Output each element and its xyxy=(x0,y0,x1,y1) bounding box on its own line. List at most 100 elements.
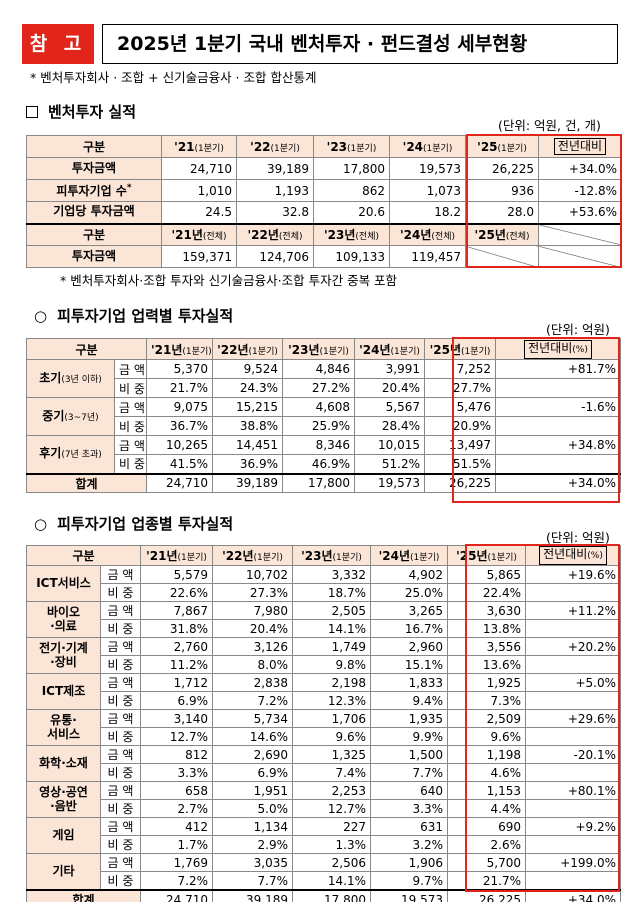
circle-bullet-icon: ○ xyxy=(34,307,48,325)
section1-note: * 벤처투자회사·조합 투자와 신기술금융사·조합 투자간 중복 포함 xyxy=(60,273,398,288)
amount-label: 금 액 xyxy=(100,853,141,872)
amount-cell: 1,906 xyxy=(370,853,448,872)
section3-unit: (단위: 억원) xyxy=(546,530,610,545)
value-cell: 1,193 xyxy=(236,179,314,202)
yoy-label: 전년대비(%) xyxy=(524,339,592,359)
year-label: '21년 xyxy=(151,342,183,357)
square-bullet-icon xyxy=(26,106,38,118)
year-header: '21년(전체) xyxy=(161,222,237,246)
year-label: '25 xyxy=(477,139,498,154)
share-cell: 24.3% xyxy=(212,378,283,398)
total-cell: 19,573 xyxy=(370,889,448,902)
share-cell: 7.4% xyxy=(292,763,371,782)
share-label: 비 중 xyxy=(100,619,141,638)
group-label-line2: 서비스 xyxy=(46,726,81,741)
share-cell: 14.1% xyxy=(292,871,371,891)
yoy-header: 전년대비(%) xyxy=(525,545,621,566)
share-label: 비 중 xyxy=(100,763,141,782)
share-cell: 31.8% xyxy=(140,619,213,638)
group-label-sub: (7년 초과) xyxy=(61,450,102,461)
total-cell: 39,189 xyxy=(212,472,283,493)
period-label: (1분기) xyxy=(461,346,491,357)
value-cell: 119,457 xyxy=(389,245,466,268)
yoy-cell: +80.1% xyxy=(525,781,621,800)
group-label-line1: 화학·소재 xyxy=(39,755,88,770)
share-cell: 12.3% xyxy=(292,691,371,710)
year-header: '25(1분기) xyxy=(465,135,539,158)
group-label-line2: ·음반 xyxy=(50,798,77,813)
share-label: 비 중 xyxy=(100,583,141,602)
table-header-row: 구분 '21(1분기) '22(1분기) '23(1분기) '24(1분기) '25(1분… xyxy=(26,135,622,158)
table-row: ICT제조 금 액 1,712 2,838 2,198 1,833 1,925 +5.0% xyxy=(26,673,621,710)
amount-cell: 3,126 xyxy=(212,637,293,656)
share-cell: 28.4% xyxy=(354,416,425,436)
total-cell: 17,800 xyxy=(282,472,355,493)
amount-cell: 5,370 xyxy=(146,359,213,379)
share-cell: 20.4% xyxy=(354,378,425,398)
year-label: '23 xyxy=(326,139,348,154)
section1-heading: 벤처투자 실적 xyxy=(26,101,136,122)
total-cell: 24,710 xyxy=(140,889,213,902)
table-row: 비 중 21.7% 24.3% 27.2% 20.4% 27.7% xyxy=(27,378,621,398)
year-header: '21년(1분기) xyxy=(140,545,213,566)
value-cell: 159,371 xyxy=(161,245,237,268)
share-cell: 15.1% xyxy=(370,655,448,674)
share-cell: 22.6% xyxy=(140,583,213,602)
share-label: 비 중 xyxy=(114,454,147,474)
group-label-line1: 유통· xyxy=(50,712,77,727)
circle-bullet-icon: ○ xyxy=(34,515,48,533)
table-row: ICT서비스 금 액 5,579 10,702 3,332 4,902 5,865 +19.6… xyxy=(26,565,621,602)
share-cell: 1.7% xyxy=(140,835,213,854)
yoy-text: 전년대비 xyxy=(528,340,573,355)
share-cell: 9.7% xyxy=(370,871,448,891)
share-cell: 14.6% xyxy=(212,727,293,746)
yoy-cell: +199.0% xyxy=(525,853,621,872)
period-label: (1분기) xyxy=(194,143,224,154)
share-cell: 8.0% xyxy=(212,655,293,674)
amount-cell: 5,567 xyxy=(354,397,425,417)
row-label-text: 피투자기업 수 xyxy=(56,183,127,198)
total-yoy-cell: +34.0% xyxy=(495,472,621,493)
value-cell: 39,189 xyxy=(236,157,314,180)
group-label: 후기(7년 초과) xyxy=(26,435,115,474)
amount-label: 금 액 xyxy=(100,817,141,836)
amount-cell: 658 xyxy=(140,781,213,800)
section2-unit: (단위: 억원) xyxy=(546,322,610,337)
value-cell: 24,710 xyxy=(161,157,237,180)
value-cell: 20.6 xyxy=(313,201,390,224)
share-cell: 20.4% xyxy=(212,619,293,638)
total-cell: 39,189 xyxy=(212,889,293,902)
yoy-cell: +29.6% xyxy=(525,709,621,728)
period-label: (1분기) xyxy=(410,553,440,563)
year-label: '24년 xyxy=(359,342,391,357)
table-row: 바이오 ·의료 금 액 7,867 7,980 2,505 3,265 3,630 +11.2% xyxy=(26,601,621,638)
share-label: 비 중 xyxy=(100,727,141,746)
yoy-text: 전년대비 xyxy=(543,547,588,561)
amount-cell: 7,980 xyxy=(212,601,293,620)
share-cell: 18.7% xyxy=(292,583,371,602)
yoy-cell: +19.6% xyxy=(525,565,621,584)
group-label-line1: ICT제조 xyxy=(41,683,86,698)
table-row: 비 중 22.6% 27.3% 18.7% 25.0% 22.4% xyxy=(27,583,621,602)
group-label: 화학·소재 xyxy=(26,745,101,782)
yoy-label: 전년대비(%) xyxy=(539,546,607,565)
share-cell: 7.7% xyxy=(212,871,293,891)
year-label: '24년 xyxy=(378,549,411,563)
highlight-2025-box-1 xyxy=(466,134,622,268)
share-cell: 3.3% xyxy=(370,799,448,818)
year-header: '23년(1분기) xyxy=(282,338,355,360)
share-cell: 12.7% xyxy=(292,799,371,818)
year-label: '22년 xyxy=(222,549,254,563)
table-row: 영상·공연 ·음반 금 액 658 1,951 2,253 640 1,153 +80.1% xyxy=(26,781,621,818)
table-row: 유통· 서비스 금 액 3,140 5,734 1,706 1,935 2,509 +29.6% xyxy=(26,709,621,746)
period-label: (1분기) xyxy=(487,553,517,563)
year-label: '23년 xyxy=(323,228,356,243)
value-cell: 18.2 xyxy=(389,201,466,224)
amount-label: 금 액 xyxy=(114,435,147,455)
value-cell: 1,073 xyxy=(389,179,466,202)
year-label: '22년 xyxy=(217,342,249,357)
amount-cell: 2,760 xyxy=(140,637,213,656)
amount-cell: 15,215 xyxy=(212,397,283,417)
group-label-text: 후기 xyxy=(39,446,62,461)
amount-cell: 3,140 xyxy=(140,709,213,728)
